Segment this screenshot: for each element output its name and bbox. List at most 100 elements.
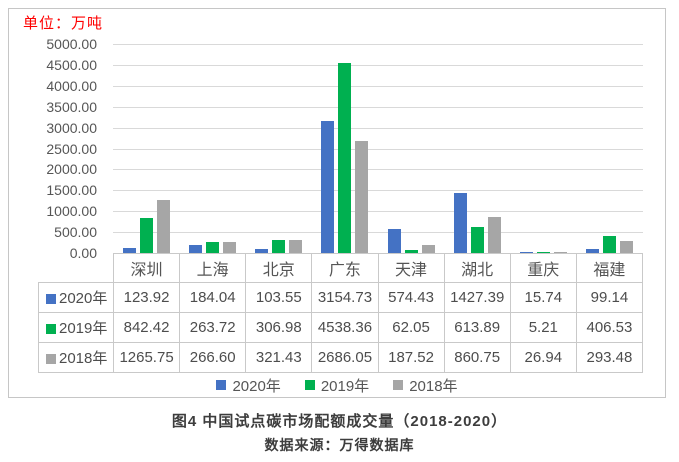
- bar-2018年-福建: [620, 241, 634, 253]
- table-cell: 3154.73: [311, 282, 379, 313]
- table-header-重庆: 重庆: [509, 253, 577, 283]
- gridline: [113, 64, 643, 66]
- y-axis-tick-label: 3000.00: [46, 119, 97, 136]
- bar-2018年-湖北: [487, 217, 501, 253]
- series-swatch-icon: [46, 294, 56, 304]
- data-table: 深圳 上海 北京 广东 天津 湖北 重庆 福建 2020年 123.92 184.04 103.55 3…: [38, 253, 644, 373]
- table-cell: 321.43: [245, 342, 313, 373]
- gridline: [113, 85, 643, 87]
- legend-item-2020年: 2020年: [216, 375, 281, 396]
- y-axis-tick-label: 4500.00: [46, 56, 97, 73]
- y-axis-tick-label: 1000.00: [46, 203, 97, 220]
- table-corner-blank: [39, 254, 114, 283]
- table-cell: 123.92: [112, 282, 181, 313]
- bar-2018年-深圳: [156, 200, 170, 253]
- figure-caption: 图4 中国试点碳市场配额成交量（2018-2020）: [171, 413, 508, 430]
- table-cell: 1427.39: [443, 282, 511, 313]
- gridline: [113, 190, 643, 192]
- bar-2020年-北京: [255, 249, 269, 253]
- bar-2020年-天津: [387, 229, 401, 253]
- table-header-天津: 天津: [377, 253, 445, 283]
- table-cell: 26.94: [509, 342, 577, 373]
- table-cell: 62.05: [377, 312, 445, 343]
- bar-2018年-北京: [289, 240, 303, 253]
- table-cell: 306.98: [245, 312, 313, 343]
- table-cell: 263.72: [179, 312, 247, 343]
- y-axis-tick-label: 2500.00: [46, 140, 97, 157]
- table-header-北京: 北京: [245, 253, 313, 283]
- bar-2019年-重庆: [537, 252, 551, 253]
- bar-2020年-福建: [586, 249, 600, 253]
- bar-2019年-北京: [272, 240, 286, 253]
- gridline: [113, 169, 643, 171]
- bar-2020年-湖北: [453, 193, 467, 253]
- table-cell: 406.53: [575, 312, 644, 343]
- data-source-note: 数据来源：万得数据库: [264, 437, 415, 453]
- gridline: [113, 232, 643, 234]
- gridline: [113, 106, 643, 108]
- y-axis-tick-label: 500.00: [54, 224, 97, 241]
- table-cell: 860.75: [443, 342, 511, 373]
- series-swatch-icon: [46, 354, 56, 364]
- legend-label: 2018年: [409, 377, 458, 395]
- table-cell: 266.60: [179, 342, 247, 373]
- plot-area: [113, 44, 643, 253]
- table-header-福建: 福建: [575, 253, 644, 283]
- bar-2019年-广东: [338, 63, 352, 253]
- table-row-label: 2019年: [38, 312, 114, 343]
- y-axis-tick-label: 0.00: [69, 245, 97, 261]
- table-cell: 2686.05: [311, 342, 379, 373]
- legend-label: 2019年: [320, 377, 370, 395]
- table-header-深圳: 深圳: [112, 253, 181, 283]
- bar-2020年-重庆: [520, 252, 534, 253]
- table-cell: 103.55: [245, 282, 313, 313]
- bar-2018年-重庆: [554, 252, 568, 253]
- chart-legend: 2020年 2019年 2018年: [9, 374, 665, 396]
- legend-item-2019年: 2019年: [304, 375, 370, 396]
- legend-swatch-icon: [304, 380, 315, 390]
- table-row-label: 2020年: [38, 282, 114, 313]
- table-cell: 187.52: [377, 342, 445, 373]
- bar-2018年-天津: [421, 245, 435, 253]
- table-row-2020年: 2020年 123.92 184.04 103.55 3154.73 574.43 1427…: [38, 282, 644, 313]
- bar-2018年-广东: [355, 141, 369, 253]
- y-axis-tick-label: 5000.00: [46, 36, 97, 52]
- table-cell: 5.21: [509, 312, 577, 343]
- y-axis-tick-label: 2000.00: [46, 161, 97, 178]
- legend-label: 2020年: [232, 377, 281, 395]
- table-cell: 15.74: [509, 282, 577, 313]
- bar-2018年-上海: [222, 242, 236, 253]
- bar-2019年-深圳: [139, 218, 153, 253]
- table-row-2018年: 2018年 1265.75 266.60 321.43 2686.05 187.52 860…: [38, 342, 644, 373]
- table-cell: 574.43: [377, 282, 445, 313]
- legend-item-2018年: 2018年: [393, 375, 458, 396]
- y-axis-tick-label: 1500.00: [46, 182, 97, 199]
- bar-2020年-深圳: [122, 248, 136, 253]
- bar-2019年-湖北: [470, 227, 484, 253]
- table-cell: 293.48: [575, 342, 644, 373]
- table-header-湖北: 湖北: [443, 253, 511, 283]
- table-header-广东: 广东: [311, 253, 379, 283]
- bar-2020年-广东: [321, 121, 335, 253]
- gridline: [113, 211, 643, 213]
- bar-2019年-天津: [404, 250, 418, 253]
- bar-2019年-福建: [603, 236, 617, 253]
- legend-swatch-icon: [393, 380, 404, 390]
- table-cell: 184.04: [179, 282, 247, 313]
- bar-2020年-上海: [188, 245, 202, 253]
- table-cell: 1265.75: [112, 342, 181, 373]
- unit-label: 单位：万吨: [23, 15, 104, 32]
- y-axis: 5000.00 4500.00 4000.00 3500.00 3000.00 2500.…: [9, 9, 97, 269]
- table-cell: 842.42: [112, 312, 181, 343]
- table-row-label: 2018年: [38, 342, 114, 373]
- gridline: [113, 44, 643, 45]
- series-swatch-icon: [46, 324, 56, 334]
- table-row-2019年: 2019年 842.42 263.72 306.98 4538.36 62.05 613.8…: [38, 312, 644, 343]
- chart-box: 单位：万吨 5000.00 4500.00 4000.00 3500.00 3000.0…: [8, 8, 666, 398]
- table-cell: 99.14: [575, 282, 644, 313]
- table-cell: 613.89: [443, 312, 511, 343]
- legend-swatch-icon: [216, 380, 227, 390]
- table-cell: 4538.36: [311, 312, 379, 343]
- gridline: [113, 127, 643, 129]
- table-header-上海: 上海: [179, 253, 247, 283]
